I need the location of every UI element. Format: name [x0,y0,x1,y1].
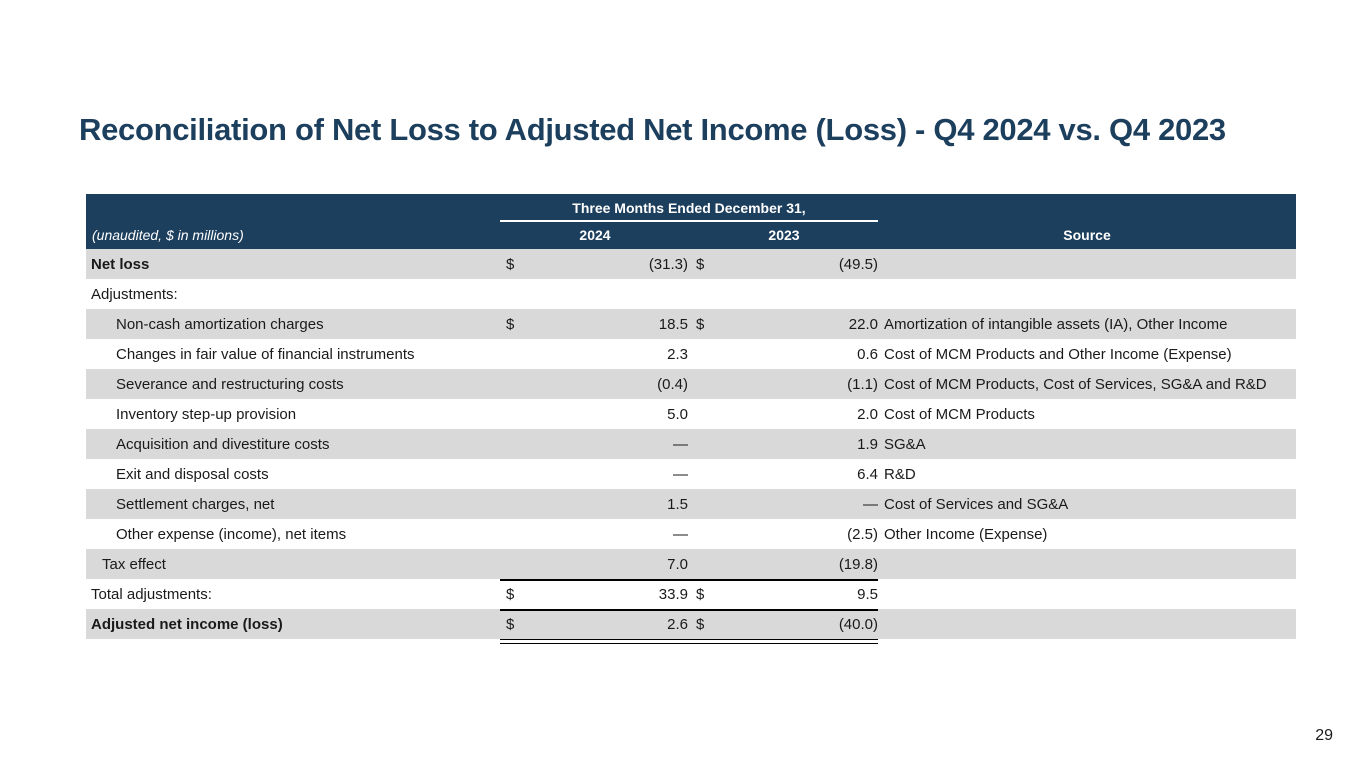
value-2023: (40.0) [838,616,878,633]
source-text: Cost of Services and SG&A [884,496,1069,513]
value-2024: 5.0 [667,406,688,423]
value-2023: (2.5) [847,526,878,543]
reconciliation-table: (unaudited, $ in millions) Three Months … [86,194,1296,644]
currency-symbol: $ [696,616,705,633]
page-title: Reconciliation of Net Loss to Adjusted N… [79,112,1226,147]
table-row-total: Total adjustments: $ 33.9 $ 9.5 [86,579,1296,609]
source-text: SG&A [884,436,926,453]
currency-symbol: $ [506,256,515,273]
value-2023: 2.0 [857,406,878,423]
value-2023: (19.8) [838,556,878,573]
row-label: Non-cash amortization charges [116,316,324,333]
source-text: Cost of MCM Products [884,406,1035,423]
value-2024: 18.5 [658,316,688,333]
table-row-net-loss: Net loss $ (31.3) $ (49.5) [86,249,1296,279]
table-row-tax: Tax effect 7.0 (19.8) [86,549,1296,579]
source-text: Amortization of intangible assets (IA), … [884,316,1228,333]
total-top-border [500,579,878,581]
row-label: Inventory step-up provision [116,406,297,423]
currency-symbol: $ [506,316,515,333]
value-2023: 9.5 [857,586,878,603]
value-2024: 7.0 [667,556,688,573]
row-label: Total adjustments: [91,586,212,603]
currency-symbol: $ [506,586,515,603]
value-2024: 33.9 [658,586,688,603]
value-2024: 2.3 [667,346,688,363]
currency-symbol: $ [696,586,705,603]
value-2023: 22.0 [848,316,878,333]
source-header: Source [1063,227,1111,243]
row-label: Other expense (income), net items [116,526,347,543]
page-number: 29 [1315,727,1333,744]
table-row-adjusted: Adjusted net income (loss) $ 2.6 $ (40.0… [86,609,1296,644]
table-row-exit: Exit and disposal costs — 6.4 R&D [86,459,1296,489]
row-label: Net loss [91,256,150,273]
row-label: Tax effect [102,556,166,573]
period-header: Three Months Ended December 31, [572,200,806,216]
row-label: Acquisition and divestiture costs [116,436,330,453]
value-2023: 0.6 [857,346,878,363]
row-label: Severance and restructuring costs [116,376,344,393]
source-text: Cost of MCM Products and Other Income (E… [884,346,1232,363]
table-header: (unaudited, $ in millions) Three Months … [86,194,1296,249]
year-2024-header: 2024 [579,227,611,243]
double-underline [500,639,878,644]
year-2023-header: 2023 [768,227,800,243]
value-2024: — [673,436,688,453]
row-label: Changes in fair value of financial instr… [116,346,415,363]
table-row-settlement: Settlement charges, net 1.5 — Cost of Se… [86,489,1296,519]
value-2023: (1.1) [847,376,878,393]
table-row-severance: Severance and restructuring costs (0.4) … [86,369,1296,399]
value-2023: 1.9 [857,436,878,453]
value-2024: — [673,526,688,543]
table-row-inventory: Inventory step-up provision 5.0 2.0 Cost… [86,399,1296,429]
table-row-other: Other expense (income), net items — (2.5… [86,519,1296,549]
table-row-fair-value: Changes in fair value of financial instr… [86,339,1296,369]
row-label: Exit and disposal costs [116,466,269,483]
currency-symbol: $ [696,316,705,333]
value-2023: 6.4 [857,466,878,483]
value-2024: (0.4) [657,376,688,393]
value-2023: — [863,496,878,513]
source-text: R&D [884,466,916,483]
currency-symbol: $ [506,616,515,633]
row-label: Adjusted net income (loss) [91,616,283,633]
units-label: (unaudited, $ in millions) [92,227,244,243]
period-underline [500,220,878,222]
table-row-acquisition: Acquisition and divestiture costs — 1.9 … [86,429,1296,459]
value-2023: (49.5) [838,256,878,273]
value-2024: (31.3) [648,256,688,273]
value-2024: — [673,466,688,483]
value-2024: 2.6 [667,616,688,633]
adjusted-top-border [500,609,878,611]
table-row-noncash: Non-cash amortization charges $ 18.5 $ 2… [86,309,1296,339]
source-text: Cost of MCM Products, Cost of Services, … [884,376,1267,393]
table-row-adjustments: Adjustments: [86,279,1296,309]
value-2024: 1.5 [667,496,688,513]
source-text: Other Income (Expense) [884,526,1048,543]
currency-symbol: $ [696,256,705,273]
row-label: Settlement charges, net [116,496,275,513]
row-label: Adjustments: [91,286,178,303]
